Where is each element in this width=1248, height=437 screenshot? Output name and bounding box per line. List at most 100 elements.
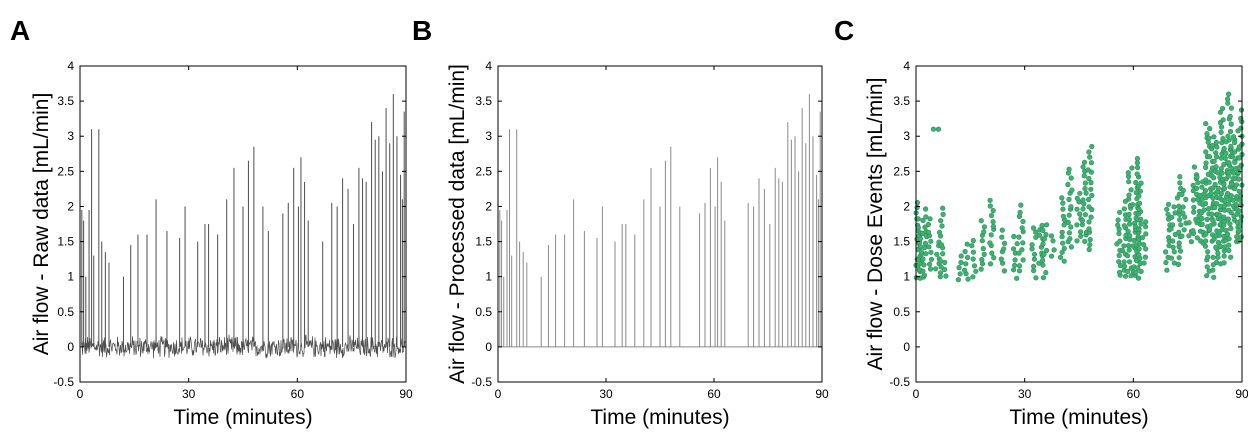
dose-point bbox=[938, 242, 945, 248]
dose-point bbox=[1228, 225, 1234, 232]
y-tick-label: 1.5 bbox=[893, 235, 910, 249]
dose-point bbox=[1132, 223, 1138, 230]
dose-point bbox=[1166, 234, 1172, 241]
dose-point bbox=[1136, 193, 1142, 199]
dose-point bbox=[1030, 268, 1037, 274]
dose-point bbox=[991, 255, 997, 261]
dose-point bbox=[1126, 259, 1133, 265]
dose-point bbox=[1231, 139, 1238, 146]
dose-point bbox=[1125, 243, 1132, 249]
dose-point bbox=[1180, 187, 1186, 193]
dose-point bbox=[1001, 240, 1008, 246]
dose-point bbox=[915, 216, 921, 222]
dose-point bbox=[1142, 224, 1149, 230]
dose-point bbox=[1179, 233, 1185, 239]
dose-point bbox=[1190, 182, 1196, 188]
dose-point bbox=[1066, 230, 1072, 236]
dose-point bbox=[920, 256, 926, 262]
dose-point bbox=[990, 223, 997, 229]
dose-point bbox=[1205, 254, 1211, 260]
panel-letter: C bbox=[834, 15, 854, 46]
dose-point bbox=[1088, 186, 1094, 192]
dose-point bbox=[1036, 232, 1042, 238]
dose-point bbox=[1236, 228, 1242, 234]
dose-point bbox=[1170, 244, 1176, 250]
dose-point bbox=[1086, 149, 1092, 155]
dose-point bbox=[1204, 131, 1210, 137]
dose-point bbox=[970, 274, 976, 280]
dose-point bbox=[1226, 242, 1232, 248]
dose-point bbox=[1193, 185, 1200, 191]
dose-point bbox=[1165, 211, 1171, 217]
dose-point bbox=[1228, 254, 1234, 260]
y-tick-label: 3.5 bbox=[57, 94, 74, 108]
dose-point bbox=[1221, 260, 1227, 266]
dose-point bbox=[939, 223, 945, 229]
dose-point bbox=[1190, 228, 1196, 234]
dose-point bbox=[928, 238, 934, 244]
dose-point bbox=[1211, 158, 1217, 164]
dose-point bbox=[987, 203, 993, 209]
dose-point bbox=[1222, 198, 1228, 204]
dose-point bbox=[915, 225, 921, 231]
dose-point bbox=[1136, 246, 1142, 252]
dose-point bbox=[1171, 249, 1177, 255]
dose-point bbox=[1079, 217, 1085, 224]
dose-point bbox=[1136, 226, 1142, 232]
dose-point bbox=[1202, 188, 1209, 194]
y-axis-label: Air flow - Dose Events [mL/min] bbox=[864, 78, 887, 371]
dose-point bbox=[1225, 133, 1231, 139]
dose-point bbox=[1164, 206, 1170, 212]
dose-point bbox=[1213, 244, 1219, 250]
y-tick-label: 1.5 bbox=[475, 235, 492, 249]
dose-point bbox=[981, 251, 987, 257]
dose-point bbox=[1088, 160, 1094, 166]
dose-point bbox=[1236, 208, 1243, 214]
dose-point bbox=[1040, 262, 1046, 268]
dose-point bbox=[1040, 241, 1046, 247]
dose-point bbox=[1228, 193, 1234, 199]
dose-point bbox=[1065, 219, 1071, 225]
dose-point bbox=[987, 197, 993, 203]
dose-point bbox=[1138, 268, 1144, 275]
dose-point bbox=[1221, 214, 1227, 220]
dose-point bbox=[1199, 215, 1205, 222]
dose-point bbox=[1212, 181, 1218, 188]
dose-point bbox=[917, 244, 924, 250]
dose-point bbox=[1030, 225, 1037, 231]
y-tick-label: 4 bbox=[485, 59, 492, 73]
dose-point bbox=[943, 273, 949, 279]
dose-point bbox=[1168, 255, 1174, 261]
dose-point bbox=[920, 217, 926, 223]
dose-point bbox=[925, 221, 932, 228]
dose-point bbox=[1138, 216, 1144, 222]
dose-point bbox=[1163, 259, 1169, 266]
dose-point bbox=[1119, 248, 1126, 254]
dose-point bbox=[999, 234, 1005, 240]
dose-point bbox=[923, 251, 929, 257]
dose-point bbox=[1125, 228, 1131, 234]
dose-point bbox=[1188, 239, 1194, 245]
dose-point bbox=[1133, 270, 1139, 276]
dose-point bbox=[1048, 253, 1055, 259]
dose-point bbox=[1020, 218, 1026, 225]
dose-point bbox=[1138, 221, 1144, 227]
dose-point bbox=[933, 266, 939, 272]
dose-point bbox=[965, 276, 971, 282]
dose-point bbox=[1238, 214, 1244, 220]
dose-point bbox=[1116, 259, 1122, 265]
dose-point bbox=[1230, 134, 1237, 140]
dose-point bbox=[1214, 201, 1220, 207]
plot-marks bbox=[80, 94, 406, 359]
y-tick-label: 2 bbox=[67, 199, 74, 213]
dose-point bbox=[1142, 254, 1148, 260]
dose-point bbox=[1181, 227, 1187, 233]
dose-point bbox=[1176, 229, 1182, 235]
dose-point bbox=[1135, 275, 1142, 281]
dose-point bbox=[999, 227, 1005, 233]
dose-point bbox=[1226, 170, 1232, 176]
dose-point bbox=[1165, 201, 1172, 207]
dose-point bbox=[1060, 213, 1066, 219]
dose-point bbox=[989, 250, 995, 256]
